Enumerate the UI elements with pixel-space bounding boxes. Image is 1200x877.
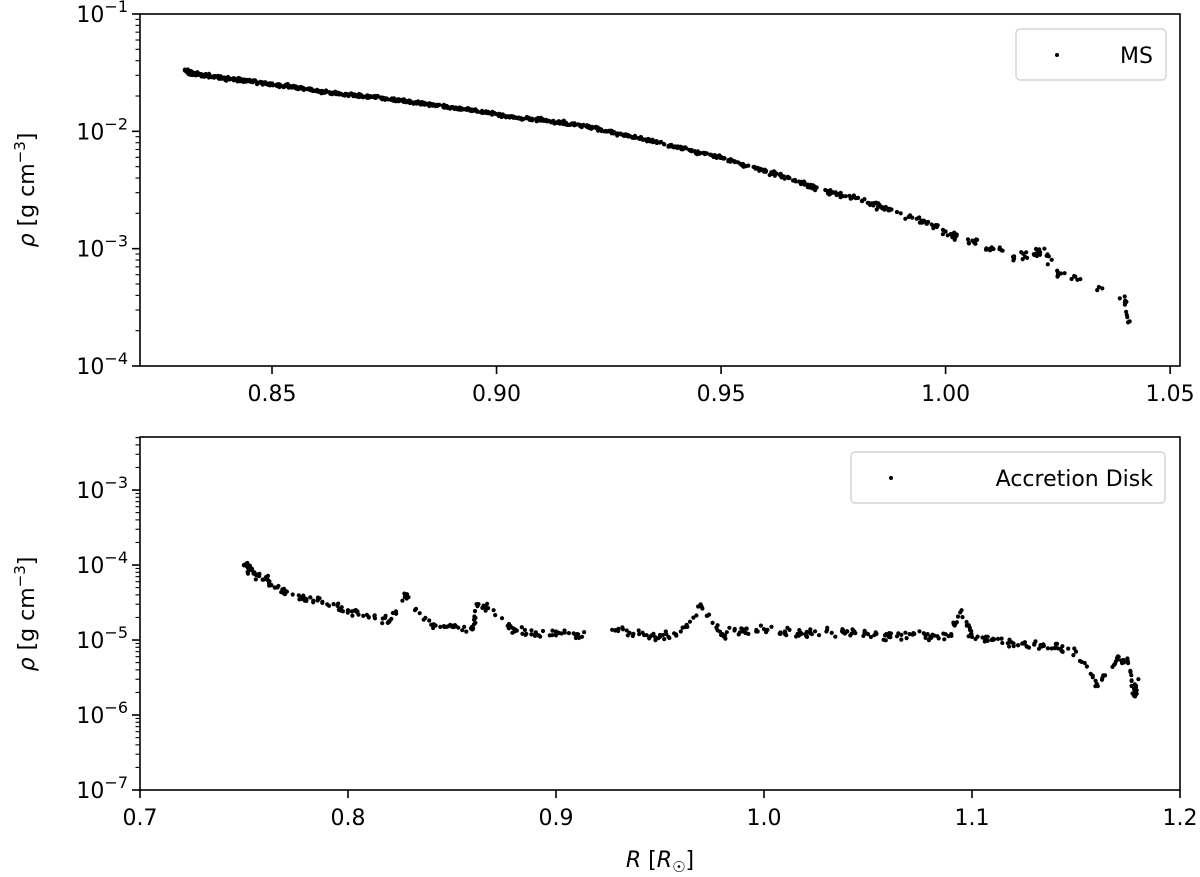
y-tick-label: 10−3 bbox=[76, 232, 128, 263]
bottom-axes-frame bbox=[139, 436, 1181, 791]
x-tick-label: 1.1 bbox=[955, 806, 990, 831]
legend-label-ms: MS bbox=[1120, 44, 1153, 69]
y-tick-label: 10−2 bbox=[76, 114, 128, 145]
x-tick-label: 1.0 bbox=[747, 806, 782, 831]
y-tick-label: 10−3 bbox=[76, 473, 128, 504]
ms-scatter-points bbox=[182, 67, 1132, 325]
legend-marker-icon bbox=[1055, 53, 1059, 57]
x-tick-label: 1.05 bbox=[1146, 382, 1195, 407]
x-tick-label: 0.7 bbox=[123, 806, 158, 831]
bottom-y-ticks: 10−7 10−6 10−5 10−4 10−3 bbox=[76, 437, 140, 804]
bottom-x-axis-label: R [R☉] bbox=[626, 848, 694, 876]
bottom-x-ticks: 0.7 0.8 0.9 1.0 1.1 1.2 bbox=[123, 790, 1198, 831]
legend-marker-icon bbox=[889, 476, 893, 480]
y-tick-label: 10−4 bbox=[76, 548, 128, 579]
x-tick-label: 0.9 bbox=[539, 806, 574, 831]
y-tick-label: 10−4 bbox=[76, 349, 128, 380]
y-tick-label: 10−1 bbox=[76, 0, 128, 28]
bottom-y-axis-label: ρ [g cm−3] bbox=[11, 557, 40, 672]
y-tick-label: 10−7 bbox=[76, 773, 128, 804]
top-y-axis-label: ρ [g cm−3] bbox=[11, 133, 40, 248]
top-legend: MS bbox=[1015, 28, 1167, 81]
bottom-panel: 10−710−610−510−410−3 0.7 0.8 0.9 1.0 1.1 1.2 … bbox=[11, 436, 1198, 876]
x-tick-label: 0.85 bbox=[248, 382, 297, 407]
top-x-ticks: 0.85 0.90 0.95 1.00 1.05 bbox=[248, 366, 1195, 407]
top-panel: 10−4 10−3 10−2 10−1 0.85 0.90 0.95 1.00 1.05 ρ … bbox=[11, 0, 1195, 407]
top-axes-frame bbox=[139, 13, 1181, 367]
top-y-ticks: 10−4 10−3 10−2 10−1 bbox=[76, 0, 140, 380]
legend-label-accretion-disk: Accretion Disk bbox=[996, 467, 1154, 492]
x-tick-label: 0.8 bbox=[331, 806, 366, 831]
y-tick-label: 10−6 bbox=[76, 698, 128, 729]
y-tick-label: 10−5 bbox=[76, 623, 128, 654]
x-tick-label: 0.90 bbox=[472, 382, 521, 407]
x-tick-label: 1.00 bbox=[921, 382, 970, 407]
x-tick-label: 0.95 bbox=[697, 382, 746, 407]
bottom-legend: Accretion Disk bbox=[850, 451, 1166, 504]
accretion-disk-scatter-points bbox=[241, 560, 1141, 699]
x-tick-label: 1.2 bbox=[1163, 806, 1198, 831]
